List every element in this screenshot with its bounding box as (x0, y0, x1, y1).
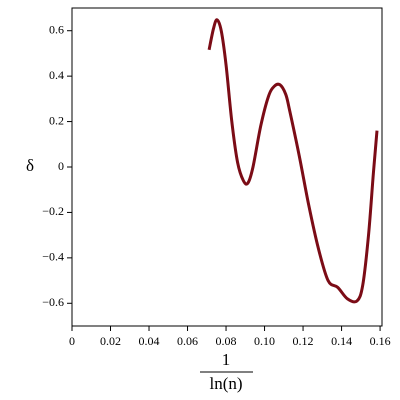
x-tick-label: 0.04 (139, 334, 160, 348)
y-tick-label: 0.4 (49, 68, 64, 82)
y-tick-label: −0.2 (42, 204, 64, 218)
x-tick-label: 0.14 (331, 334, 352, 348)
x-tick-label: 0.16 (370, 334, 391, 348)
x-tick-label: 0 (69, 334, 75, 348)
x-tick-label: 0.08 (216, 334, 237, 348)
x-tick-label: 0.06 (177, 334, 198, 348)
x-tick-label: 0.10 (254, 334, 275, 348)
y-tick-label: 0.2 (49, 113, 64, 127)
data-line (207, 18, 379, 304)
x-axis-title-numerator: 1 (222, 350, 231, 369)
y-tick-label: 0 (58, 159, 64, 173)
plot-frame (71, 7, 383, 327)
x-axis-title-denominator: ln(n) (209, 374, 242, 393)
y-tick-label: −0.4 (42, 250, 64, 264)
y-axis-title: δ (26, 156, 34, 175)
y-tick-label: 0.6 (49, 22, 64, 36)
x-tick-label: 0.02 (100, 334, 121, 348)
x-tick-label: 0.12 (293, 334, 314, 348)
y-tick-label: −0.6 (42, 295, 64, 309)
